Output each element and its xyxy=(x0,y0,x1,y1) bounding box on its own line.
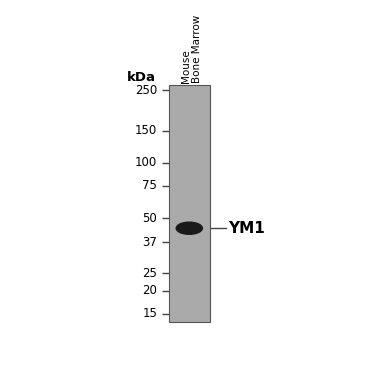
Text: 75: 75 xyxy=(142,179,158,192)
Text: 25: 25 xyxy=(142,267,158,280)
Text: Mouse: Mouse xyxy=(182,49,191,82)
Text: 37: 37 xyxy=(142,236,158,249)
Text: 15: 15 xyxy=(142,308,158,320)
Text: 150: 150 xyxy=(135,124,158,137)
Text: 20: 20 xyxy=(142,285,158,297)
Bar xyxy=(169,86,210,322)
Text: 250: 250 xyxy=(135,84,158,96)
Text: 100: 100 xyxy=(135,156,158,170)
Text: 50: 50 xyxy=(142,211,158,225)
Ellipse shape xyxy=(176,222,203,234)
Text: Bone Marrow: Bone Marrow xyxy=(192,14,201,82)
Text: kDa: kDa xyxy=(127,71,156,84)
Text: YM1: YM1 xyxy=(228,221,265,236)
